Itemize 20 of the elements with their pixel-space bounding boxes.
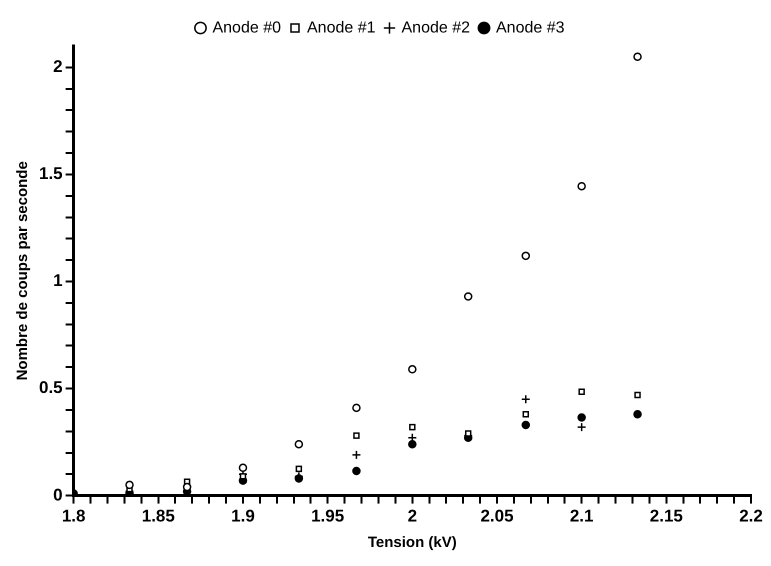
x-tick-label: 1.95 [311,506,344,526]
y-tick-label: 1 [53,271,63,290]
x-tick-label: 2.05 [480,506,514,526]
y-tick-label: 1.5 [38,164,63,184]
x-tick-label: 2.15 [650,506,683,526]
x-axis-title: Tension (kV) [368,534,457,552]
y-tick-label: 0 [53,485,63,504]
y-tick-label: 0.5 [38,378,63,398]
x-tick-label: 1.8 [62,506,86,526]
x-tick-label: 2 [408,506,418,526]
x-tick-label: 1.85 [142,506,175,526]
y-tick-label: 2 [53,57,63,76]
x-tick-label: 2.1 [570,506,594,526]
legend-label: Anode #1 [306,19,376,36]
y-axis-title: Nombre de coups par seconde [14,161,32,380]
legend-label: Anode #3 [496,19,565,36]
legend-label: Anode #0 [212,19,282,36]
legend-label: Anode #2 [402,19,470,36]
x-tick-label: 2.2 [739,506,763,526]
x-tick-label: 1.9 [231,506,255,526]
